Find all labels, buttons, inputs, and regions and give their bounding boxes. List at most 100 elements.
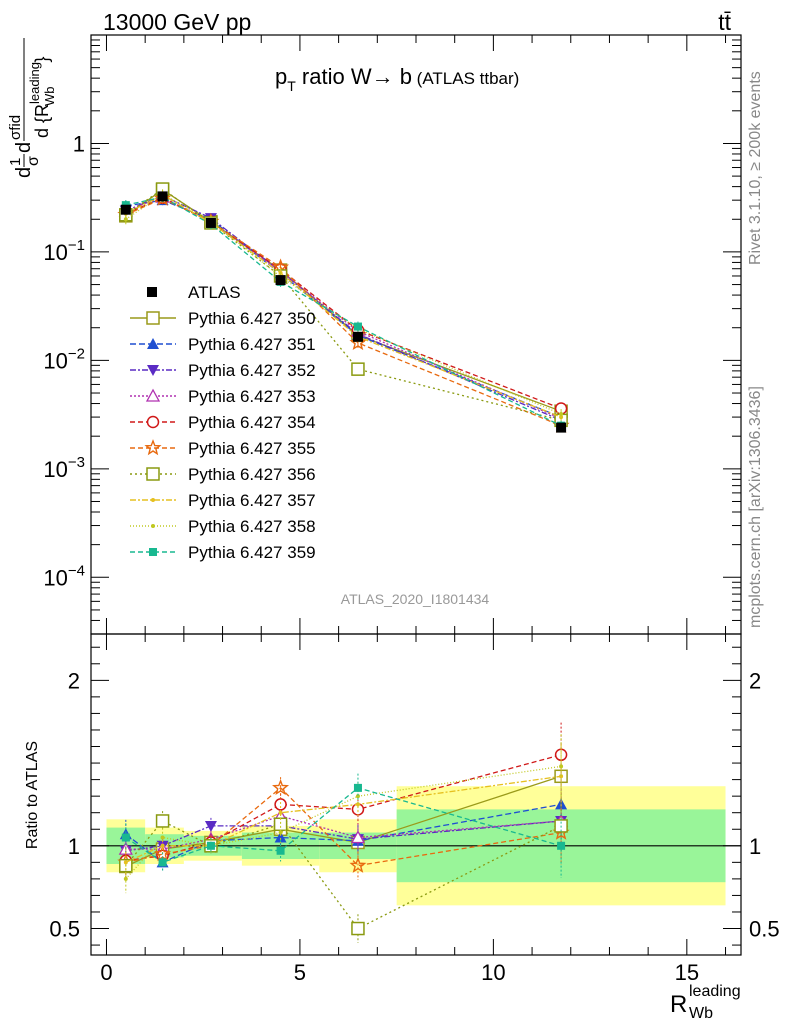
legend-label-4: Pythia 6.427 354 xyxy=(188,413,316,432)
ratio-point-7 xyxy=(278,810,283,815)
legend-marker-5 xyxy=(144,439,162,456)
main-y-axis: 110−110−210−310−4 xyxy=(43,34,741,635)
legend-label-7: Pythia 6.427 357 xyxy=(188,491,316,510)
ratio-point-3 xyxy=(350,830,366,844)
atlas-data-point xyxy=(205,217,216,228)
legend-label-2: Pythia 6.427 352 xyxy=(188,361,316,380)
chart-title-text: pT ratio W→ b (ATLAS ttbar) xyxy=(275,64,519,94)
ratio-point-8 xyxy=(278,830,283,835)
atlas-data-point xyxy=(556,422,567,433)
ratio-point-7 xyxy=(355,802,360,807)
legend-label-9: Pythia 6.427 359 xyxy=(188,543,316,562)
process-label: tt̄ xyxy=(718,9,731,35)
title-main: ratio W→ b xyxy=(296,64,412,89)
x-tick-label: 0 xyxy=(100,960,112,985)
xlabel-wb: Wb xyxy=(689,1005,713,1022)
ratio-y-axis-label: Ratio to ATLAS xyxy=(24,741,41,849)
x-tick-label: 10 xyxy=(481,960,505,985)
energy-label: 13000 GeV pp xyxy=(103,9,251,35)
ratio-line-2 xyxy=(125,820,562,852)
ratio-point-9 xyxy=(158,858,167,867)
y-tick-label-exponent: −4 xyxy=(68,562,85,579)
ratio-point-8 xyxy=(559,764,564,769)
legend-marker-2 xyxy=(147,365,159,376)
ylabel-d-r: d {R xyxy=(32,104,52,138)
series-line-4 xyxy=(125,197,562,410)
xlabel-leading: leading xyxy=(689,983,741,1000)
mc-series-lines xyxy=(117,182,570,433)
ratio-point-2 xyxy=(204,820,217,832)
series-line-5 xyxy=(125,197,562,427)
ratio-y-tick-label-left: 1 xyxy=(68,834,80,859)
atlas-data-point xyxy=(120,204,131,215)
ratio-point-6 xyxy=(155,814,170,828)
title-p: p xyxy=(275,64,287,89)
x-tick-label: 5 xyxy=(294,960,306,985)
ratio-line-3 xyxy=(125,815,562,850)
series-point-6 xyxy=(351,362,365,376)
title-suffix: (ATLAS ttbar) xyxy=(412,69,519,88)
y-tick-label: 1 xyxy=(73,131,85,156)
ratio-point-6 xyxy=(273,817,288,832)
series-point-8 xyxy=(559,412,564,417)
y-tick-label-base: 10 xyxy=(43,565,67,590)
series-point-5 xyxy=(349,333,367,351)
legend-label-0: Pythia 6.427 350 xyxy=(188,309,316,328)
ylabel-d2: d xyxy=(13,142,35,153)
main-panel: 110−110−210−310−4 ATLAS_2020_I1801434 pT… xyxy=(7,34,742,635)
atlas-data-point xyxy=(157,191,168,202)
source-label: mcplots.cern.ch [arXiv:1306.3436] xyxy=(747,386,764,628)
ylabel-denominator: d {RleadingWb} xyxy=(27,57,57,138)
rivet-version-label: Rivet 3.1.10, ≥ 200k events xyxy=(747,71,764,265)
ratio-point-7 xyxy=(559,774,564,779)
legend-marker-atlas xyxy=(147,287,157,297)
ratio-y-tick-label-right: 0.5 xyxy=(749,917,780,942)
y-tick-label: 10−2 xyxy=(43,345,85,373)
ratio-point-9 xyxy=(276,846,285,855)
ratio-point-8 xyxy=(355,794,360,799)
series-line-3 xyxy=(125,196,562,420)
x-axis: 0 5 10 15 xyxy=(100,634,727,985)
ylabel-sigma-fid: σfid xyxy=(7,115,24,140)
ylabel-brace: } xyxy=(32,57,52,63)
ratio-point-7 xyxy=(160,843,165,848)
ratio-line-5 xyxy=(125,787,562,867)
series-line-8 xyxy=(125,193,562,415)
legend-label-8: Pythia 6.427 358 xyxy=(188,517,316,536)
y-tick-label-base: 10 xyxy=(43,457,67,482)
xlabel-r: R xyxy=(670,991,687,1018)
atlas-data-point xyxy=(275,275,286,286)
legend-label-6: Pythia 6.427 356 xyxy=(188,465,316,484)
y-tick-label-exponent: −1 xyxy=(68,237,85,254)
legend-label-atlas: ATLAS xyxy=(188,283,241,302)
legend-marker-6 xyxy=(146,467,160,481)
ylabel-wb: Wb xyxy=(42,87,57,107)
ylabel-leading: leading xyxy=(27,62,42,104)
ratio-point-1 xyxy=(274,831,287,843)
x-tick-label: 15 xyxy=(675,960,699,985)
ratio-point-5 xyxy=(272,778,290,796)
y-tick-label: 10−1 xyxy=(43,237,85,265)
ratio-point-8 xyxy=(123,876,128,881)
y-tick-label-exponent: −2 xyxy=(68,345,85,362)
ratio-point-9 xyxy=(121,833,130,842)
ratio-point-9 xyxy=(353,783,362,792)
chart-title: pT ratio W→ b (ATLAS ttbar) xyxy=(275,64,519,94)
ratio-point-6 xyxy=(351,921,365,936)
legend-label-3: Pythia 6.427 353 xyxy=(188,387,316,406)
legend-marker-4 xyxy=(146,415,160,429)
legend-marker-8 xyxy=(151,524,155,528)
legend-marker-0 xyxy=(146,311,160,325)
legend-marker-9 xyxy=(149,548,157,556)
legend-label-5: Pythia 6.427 355 xyxy=(188,439,316,458)
ratio-point-9 xyxy=(206,841,215,850)
title-subscript: T xyxy=(287,78,296,94)
ratio-point-8 xyxy=(160,835,165,840)
ylabel-d: d xyxy=(13,167,35,178)
ratio-y-tick-label-right: 2 xyxy=(749,668,761,693)
atlas-data-points xyxy=(120,191,567,433)
series-line-6 xyxy=(125,188,562,421)
